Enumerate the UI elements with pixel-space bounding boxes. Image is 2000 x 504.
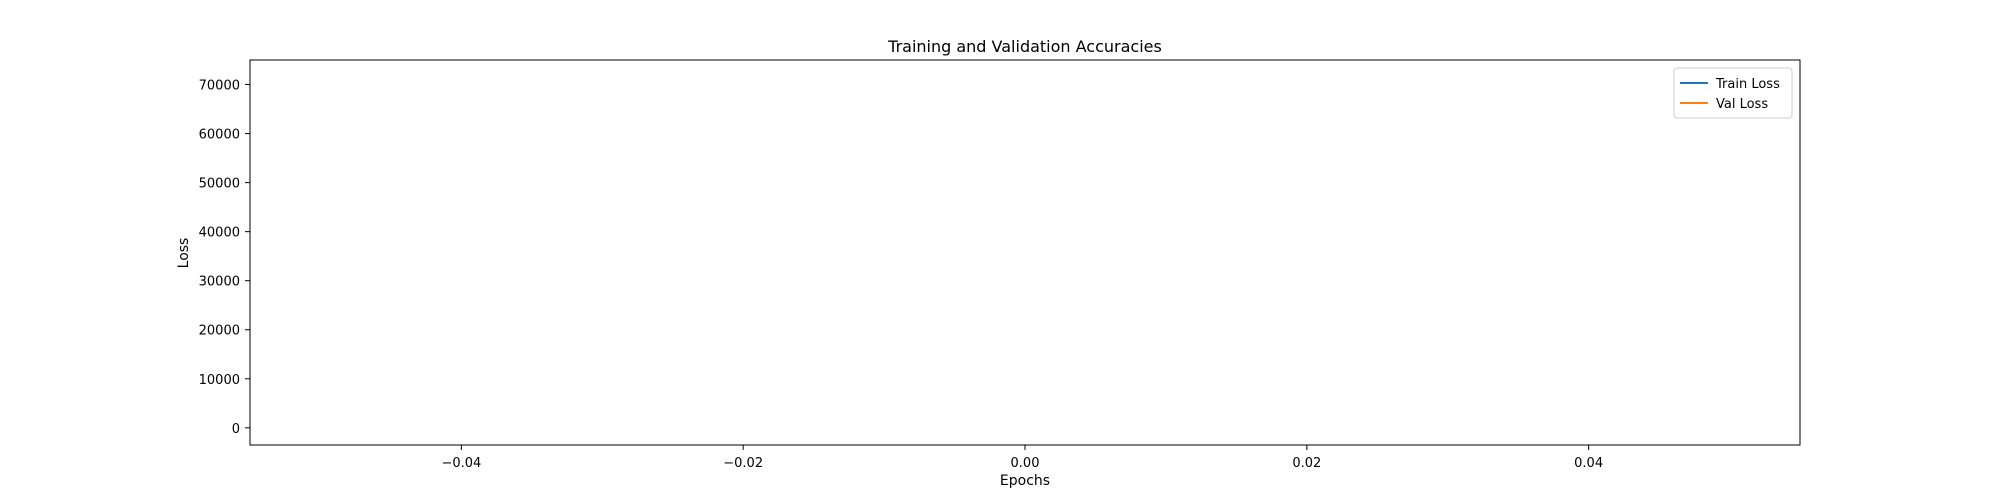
y-tick-label: 20000 [199,324,240,339]
y-tick-label: 60000 [199,128,240,143]
x-axis-label: Epochs [1000,473,1050,489]
legend-box [1673,67,1793,119]
x-tick-label: −0.04 [441,456,481,471]
y-tick-label: 0 [232,422,240,437]
x-tick-label: 0.00 [1011,456,1040,471]
x-axis: −0.04 −0.02 0.00 0.02 0.04 [441,445,1603,471]
y-tick-label: 70000 [199,79,240,94]
y-tick-label: 10000 [199,373,240,388]
x-tick-label: 0.04 [1574,456,1603,471]
y-tick-label: 40000 [199,226,240,241]
y-axis: 0 10000 20000 30000 40000 50000 60000 70000 [199,79,250,437]
plot-area [249,59,1801,446]
x-tick-label: 0.02 [1292,456,1321,471]
y-tick-label: 50000 [199,177,240,192]
x-tick-label: −0.02 [723,456,763,471]
legend-label: Train Loss [1715,77,1780,92]
y-tick-label: 30000 [199,275,240,290]
chart-title: Training and Validation Accuracies [887,37,1162,56]
y-axis-label: Loss [176,238,192,269]
legend-label: Val Loss [1716,97,1768,112]
legend: Train Loss Val Loss [1673,67,1793,119]
